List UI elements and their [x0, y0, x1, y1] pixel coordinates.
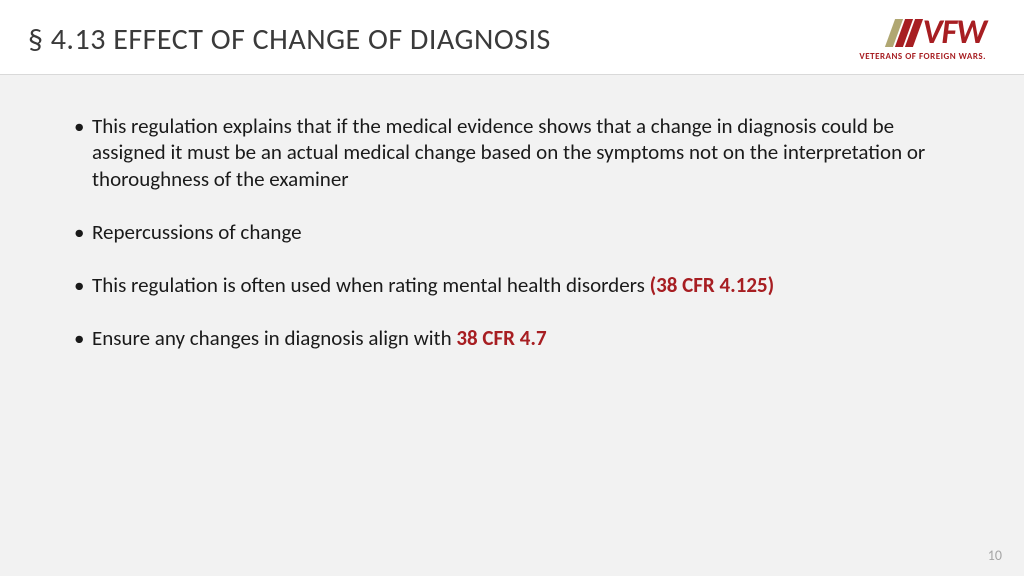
bullet-text: Ensure any changes in diagnosis align wi… [92, 325, 456, 351]
bullet-text: This regulation explains that if the med… [92, 113, 925, 193]
page-number: 10 [988, 547, 1002, 564]
logo-stripes-icon [885, 19, 923, 47]
cfr-reference: 38 CFR 4.7 [456, 325, 546, 351]
list-item: This regulation is often used when ratin… [70, 272, 954, 299]
slide: § 4.13 EFFECT OF CHANGE OF DIAGNOSIS VFW… [0, 0, 1024, 576]
slide-body: This regulation explains that if the med… [0, 75, 1024, 576]
vfw-logo: VFW VETERANS OF FOREIGN WARS. [859, 18, 986, 62]
list-item: This regulation explains that if the med… [70, 113, 954, 194]
list-item: Repercussions of change [70, 219, 954, 246]
logo-text: VFW [922, 18, 986, 49]
bullet-text: Repercussions of change [92, 219, 302, 245]
logo-top-row: VFW [890, 18, 986, 49]
bullet-list: This regulation explains that if the med… [70, 113, 954, 352]
list-item: Ensure any changes in diagnosis align wi… [70, 325, 954, 352]
slide-header: § 4.13 EFFECT OF CHANGE OF DIAGNOSIS VFW… [0, 0, 1024, 75]
logo-subtitle: VETERANS OF FOREIGN WARS. [859, 51, 986, 62]
bullet-text: This regulation is often used when ratin… [92, 272, 650, 298]
slide-title: § 4.13 EFFECT OF CHANGE OF DIAGNOSIS [28, 21, 551, 58]
cfr-reference: (38 CFR 4.125) [650, 272, 775, 298]
